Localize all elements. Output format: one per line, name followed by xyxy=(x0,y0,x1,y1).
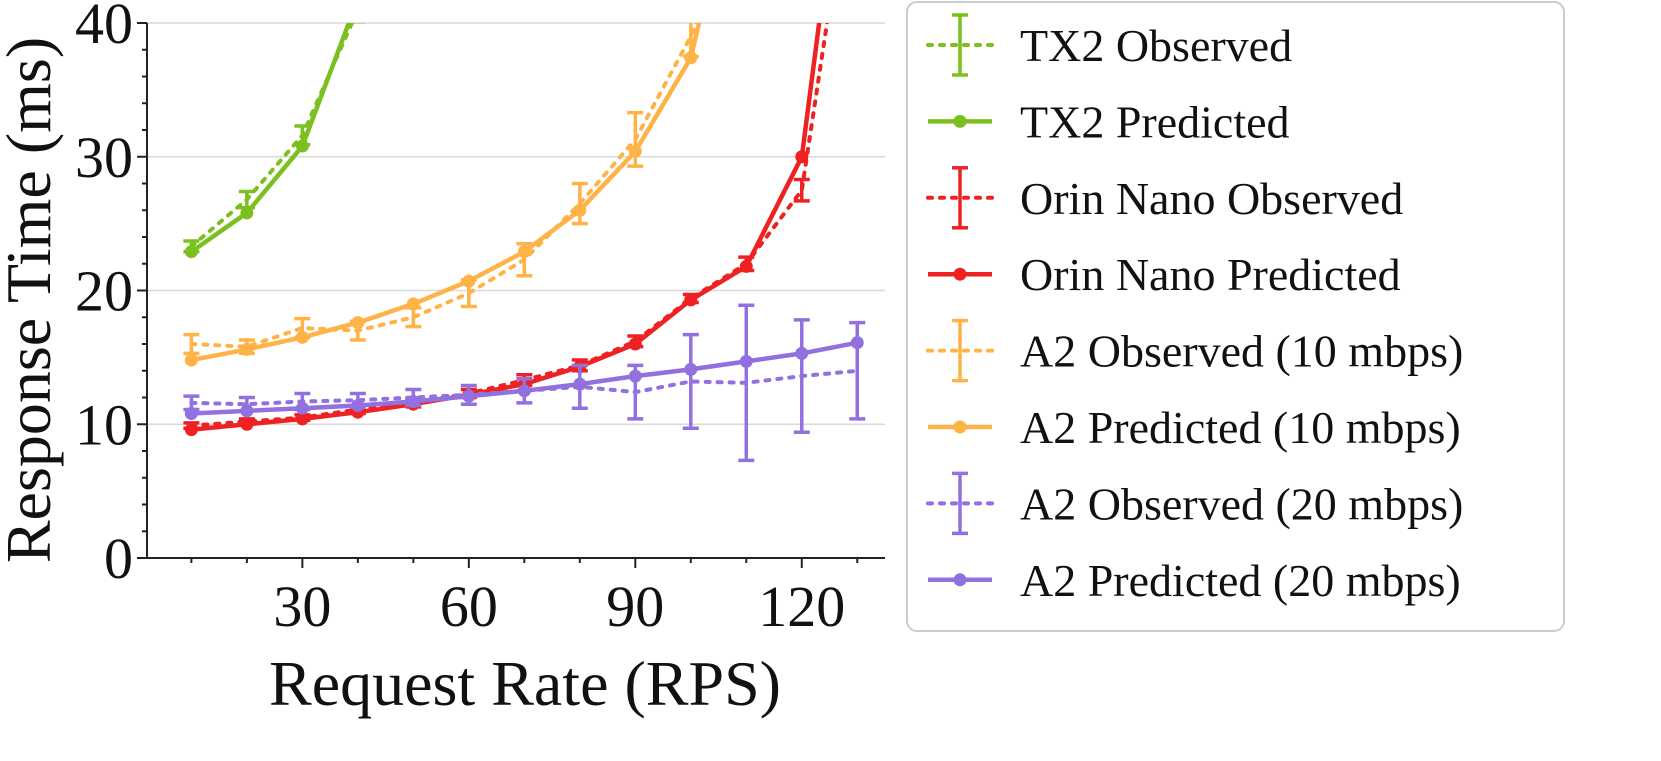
legend-item: Orin Nano Predicted xyxy=(928,249,1401,300)
data-point xyxy=(739,259,753,273)
y-tick-label: 30 xyxy=(75,125,133,190)
data-point xyxy=(295,401,309,415)
data-point xyxy=(628,369,642,383)
legend-item: A2 Observed (20 mbps) xyxy=(926,471,1463,536)
legend-swatch-marker xyxy=(953,573,967,587)
data-point xyxy=(850,336,864,350)
legend-frame xyxy=(906,1,1565,632)
data-point xyxy=(184,423,198,437)
series-a2-observed-10-mbps xyxy=(183,23,699,356)
data-point xyxy=(295,412,309,426)
plot-area xyxy=(183,0,866,463)
y-tick-label: 0 xyxy=(104,526,133,591)
data-point xyxy=(184,245,198,259)
legend-label: TX2 Observed xyxy=(1020,20,1292,71)
axes: 0 10 20 30 40 30 60 90 120 xyxy=(75,0,885,639)
legend-label: A2 Predicted (10 mbps) xyxy=(1020,402,1461,453)
data-point xyxy=(462,389,476,403)
y-tick-label: 40 xyxy=(75,0,133,56)
data-point xyxy=(295,330,309,344)
data-point xyxy=(240,417,254,431)
series-line-predicted xyxy=(190,23,352,254)
y-tick-label: 10 xyxy=(75,392,133,457)
data-point xyxy=(684,51,698,65)
series-line-predicted xyxy=(191,23,822,432)
data-point xyxy=(795,346,809,360)
legend-swatch-marker xyxy=(953,420,967,434)
data-point xyxy=(295,139,309,153)
series-a2-observed-20-mbps xyxy=(183,303,866,463)
legend-item: A2 Predicted (10 mbps) xyxy=(928,402,1461,453)
y-tick-label: 20 xyxy=(75,259,133,324)
data-point xyxy=(628,337,642,351)
data-point xyxy=(684,293,698,307)
data-point xyxy=(406,395,420,409)
data-point xyxy=(739,354,753,368)
data-point xyxy=(184,407,198,421)
x-tick-label: 60 xyxy=(440,574,498,639)
legend-label: A2 Observed (20 mbps) xyxy=(1020,478,1463,529)
legend-item: A2 Predicted (20 mbps) xyxy=(928,555,1461,606)
y-axis-title: Response Time (ms) xyxy=(0,37,64,563)
data-point xyxy=(351,316,365,330)
data-point xyxy=(240,404,254,418)
data-point xyxy=(240,206,254,220)
series-tx2-observed xyxy=(183,23,366,254)
x-axis-title: Request Rate (RPS) xyxy=(269,648,781,719)
series-orin-nano-predicted xyxy=(184,23,822,437)
gridlines xyxy=(147,22,885,425)
x-tick-label: 30 xyxy=(273,574,331,639)
data-point xyxy=(462,274,476,288)
legend-label: A2 Observed (10 mbps) xyxy=(1020,326,1463,377)
legend-swatch-marker xyxy=(953,267,967,281)
data-point xyxy=(406,297,420,311)
series-orin-nano-observed xyxy=(183,23,830,431)
data-point xyxy=(573,203,587,217)
data-point xyxy=(240,342,254,356)
data-point xyxy=(184,353,198,367)
data-point xyxy=(628,144,642,158)
data-point xyxy=(517,245,531,259)
legend-label: TX2 Predicted xyxy=(1020,96,1290,147)
series-line-observed xyxy=(189,23,355,249)
series-a2-predicted-20-mbps xyxy=(184,336,864,421)
legend-label: Orin Nano Predicted xyxy=(1020,249,1401,300)
legend-swatch-marker xyxy=(953,114,967,128)
legend-item: A2 Observed (10 mbps) xyxy=(926,318,1463,383)
legend: TX2 Observed TX2 Predicted Orin Nano Obser… xyxy=(906,1,1565,632)
x-tick-label: 90 xyxy=(606,574,664,639)
series-a2-predicted-10-mbps xyxy=(184,23,702,367)
legend-label: Orin Nano Observed xyxy=(1020,173,1403,224)
data-point xyxy=(684,362,698,376)
data-point xyxy=(351,399,365,413)
data-point xyxy=(517,384,531,398)
data-point xyxy=(795,150,809,164)
legend-item: Orin Nano Observed xyxy=(926,166,1403,230)
x-tick-label: 120 xyxy=(758,574,845,639)
legend-label: A2 Predicted (20 mbps) xyxy=(1020,555,1461,606)
data-point xyxy=(573,377,587,391)
series-tx2-predicted xyxy=(184,0,364,259)
data-point xyxy=(351,0,364,5)
legend-item: TX2 Observed xyxy=(926,13,1292,77)
legend-item: TX2 Predicted xyxy=(928,96,1290,147)
